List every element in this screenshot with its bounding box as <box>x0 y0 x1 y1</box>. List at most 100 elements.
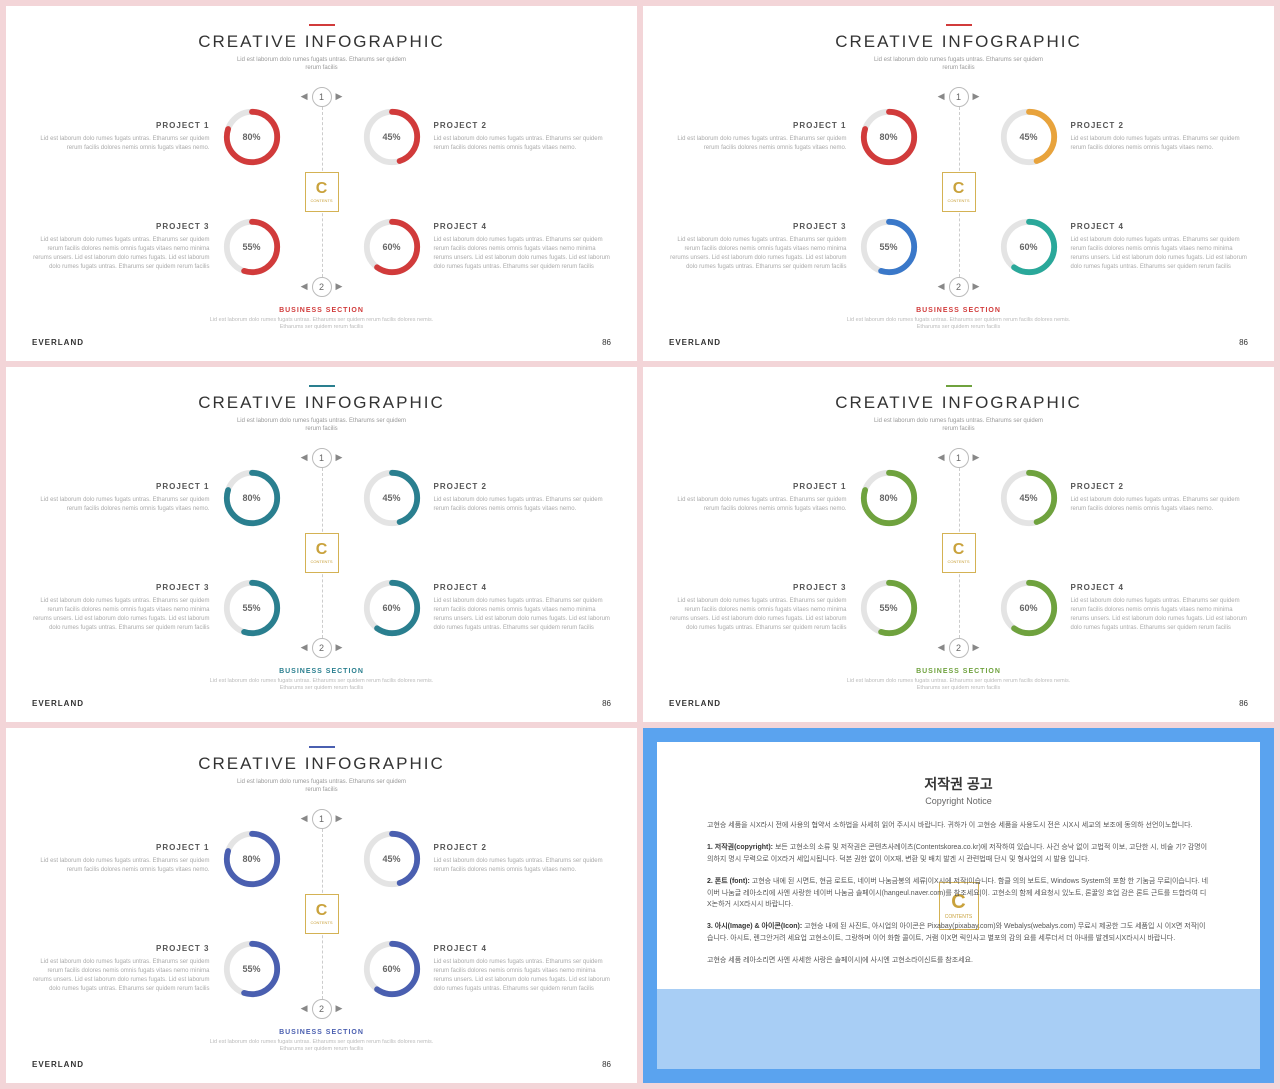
accent-bar <box>309 746 335 748</box>
project-label: PROJECT 3 <box>32 582 210 594</box>
donut-chart: 45% <box>358 106 426 168</box>
project-2-text: PROJECT 2 Lid est laborum dolo rumes fug… <box>434 842 612 875</box>
donut-chart: 60% <box>358 577 426 639</box>
donut-percent: 45% <box>1019 493 1037 503</box>
slide-footer: EVERLAND 86 <box>669 332 1248 347</box>
donut-chart: 55% <box>218 577 286 639</box>
logo-letter: C <box>316 902 328 920</box>
step-node: 2 <box>312 277 332 297</box>
slide: CREATIVE INFOGRAPHIC Lid est laborum dol… <box>643 367 1274 722</box>
bottom-lorem: Lid est laborum dolo rumes fugats untras… <box>32 1039 611 1054</box>
project-2-text: PROJECT 2 Lid est laborum dolo rumes fug… <box>434 481 612 514</box>
center-column: ◀ 1 ▶ C CONTENTS ◀ 2 ▶ <box>294 87 350 297</box>
donut-chart: 60% <box>358 216 426 278</box>
logo-sub: CONTENTS <box>948 559 970 564</box>
donut-percent: 45% <box>382 493 400 503</box>
triangle-right-icon: ▶ <box>336 813 343 824</box>
business-section-label: BUSINESS SECTION <box>32 307 611 314</box>
donut-percent: 60% <box>382 964 400 974</box>
project-2-text: PROJECT 2 Lid est laborum dolo rumes fug… <box>434 120 612 153</box>
bottom-lorem: Lid est laborum dolo rumes fugats untras… <box>669 678 1248 693</box>
slide-title: CREATIVE INFOGRAPHIC <box>669 32 1248 52</box>
logo-sub: CONTENTS <box>311 559 333 564</box>
business-section-label: BUSINESS SECTION <box>32 1029 611 1036</box>
content-grid: PROJECT 1 Lid est laborum dolo rumes fug… <box>32 442 611 668</box>
copyright-paragraph: 1. 저작권(copyright): 보든 고현소의 소류 및 저작권은 콘텐츠… <box>707 842 1210 866</box>
step-node: 2 <box>312 999 332 1019</box>
page-number: 86 <box>602 338 611 347</box>
project-label: PROJECT 1 <box>32 842 210 854</box>
triangle-left-icon: ◀ <box>301 813 308 824</box>
donut-chart: 45% <box>358 467 426 529</box>
slide-subtitle: Lid est laborum dolo rumes fugats untras… <box>32 778 611 795</box>
logo-letter: C <box>953 180 965 198</box>
triangle-left-icon: ◀ <box>938 91 945 102</box>
brand-label: EVERLAND <box>32 1060 84 1069</box>
slide-footer: EVERLAND 86 <box>32 693 611 708</box>
logo-letter: C <box>953 541 965 559</box>
project-label: PROJECT 4 <box>434 943 612 955</box>
donut-percent: 45% <box>382 132 400 142</box>
project-label: PROJECT 3 <box>32 943 210 955</box>
triangle-right-icon: ▶ <box>973 642 980 653</box>
step-row: ◀ 1 ▶ <box>301 809 343 829</box>
accent-bar <box>309 385 335 387</box>
step-row: ◀ 2 ▶ <box>301 999 343 1019</box>
step-row: ◀ 2 ▶ <box>938 277 980 297</box>
donut-percent: 45% <box>1019 132 1037 142</box>
donut-chart: 80% <box>218 828 286 890</box>
logo-letter: C <box>316 541 328 559</box>
project-label: PROJECT 1 <box>669 481 847 493</box>
center-column: ◀ 1 ▶ C CONTENTS ◀ 2 ▶ <box>931 448 987 658</box>
donut-chart: 60% <box>995 577 1063 639</box>
page-number: 86 <box>1239 699 1248 708</box>
slide-title: CREATIVE INFOGRAPHIC <box>669 393 1248 413</box>
triangle-right-icon: ▶ <box>973 91 980 102</box>
step-node: 2 <box>949 638 969 658</box>
triangle-right-icon: ▶ <box>336 1003 343 1014</box>
donut-chart: 80% <box>218 106 286 168</box>
content-grid: PROJECT 1 Lid est laborum dolo rumes fug… <box>669 442 1248 668</box>
project-3-text: PROJECT 3 Lid est laborum dolo rumes fug… <box>669 221 847 272</box>
step-row: ◀ 2 ▶ <box>301 277 343 297</box>
donut-percent: 60% <box>1019 242 1037 252</box>
copyright-paragraph: 3. 아시(Image) & 아이콘(Icon): 고현승 내에 된 사진트, … <box>707 921 1210 945</box>
triangle-left-icon: ◀ <box>301 281 308 292</box>
brand-label: EVERLAND <box>32 699 84 708</box>
project-2-text: PROJECT 2 Lid est laborum dolo rumes fug… <box>1071 120 1249 153</box>
accent-bar <box>309 24 335 26</box>
slide-title: CREATIVE INFOGRAPHIC <box>32 754 611 774</box>
project-label: PROJECT 2 <box>1071 120 1249 132</box>
bottom-lorem: Lid est laborum dolo rumes fugats untras… <box>32 678 611 693</box>
donut-chart: 60% <box>995 216 1063 278</box>
project-label: PROJECT 3 <box>32 221 210 233</box>
triangle-right-icon: ▶ <box>336 281 343 292</box>
donut-percent: 55% <box>242 242 260 252</box>
triangle-left-icon: ◀ <box>938 281 945 292</box>
slide-subtitle: Lid est laborum dolo rumes fugats untras… <box>669 56 1248 73</box>
logo-sub: CONTENTS <box>311 920 333 925</box>
donut-percent: 55% <box>879 603 897 613</box>
donut-chart: 45% <box>358 828 426 890</box>
brand-label: EVERLAND <box>32 338 84 347</box>
step-node: 1 <box>312 448 332 468</box>
donut-chart: 80% <box>855 467 923 529</box>
center-column: ◀ 1 ▶ C CONTENTS ◀ 2 ▶ <box>931 87 987 297</box>
donut-chart: 55% <box>855 216 923 278</box>
triangle-left-icon: ◀ <box>301 91 308 102</box>
center-column: ◀ 1 ▶ C CONTENTS ◀ 2 ▶ <box>294 809 350 1019</box>
triangle-right-icon: ▶ <box>336 91 343 102</box>
donut-percent: 80% <box>879 132 897 142</box>
project-label: PROJECT 1 <box>32 120 210 132</box>
slide: CREATIVE INFOGRAPHIC Lid est laborum dol… <box>6 367 637 722</box>
project-4-text: PROJECT 4 Lid est laborum dolo rumes fug… <box>434 221 612 272</box>
donut-chart: 80% <box>855 106 923 168</box>
triangle-right-icon: ▶ <box>336 642 343 653</box>
donut-chart: 45% <box>995 106 1063 168</box>
project-3-text: PROJECT 3 Lid est laborum dolo rumes fug… <box>32 943 210 994</box>
brand-label: EVERLAND <box>669 338 721 347</box>
content-grid: PROJECT 1 Lid est laborum dolo rumes fug… <box>32 803 611 1029</box>
project-label: PROJECT 4 <box>434 221 612 233</box>
donut-percent: 55% <box>242 964 260 974</box>
copyright-subtitle: Copyright Notice <box>707 796 1210 806</box>
